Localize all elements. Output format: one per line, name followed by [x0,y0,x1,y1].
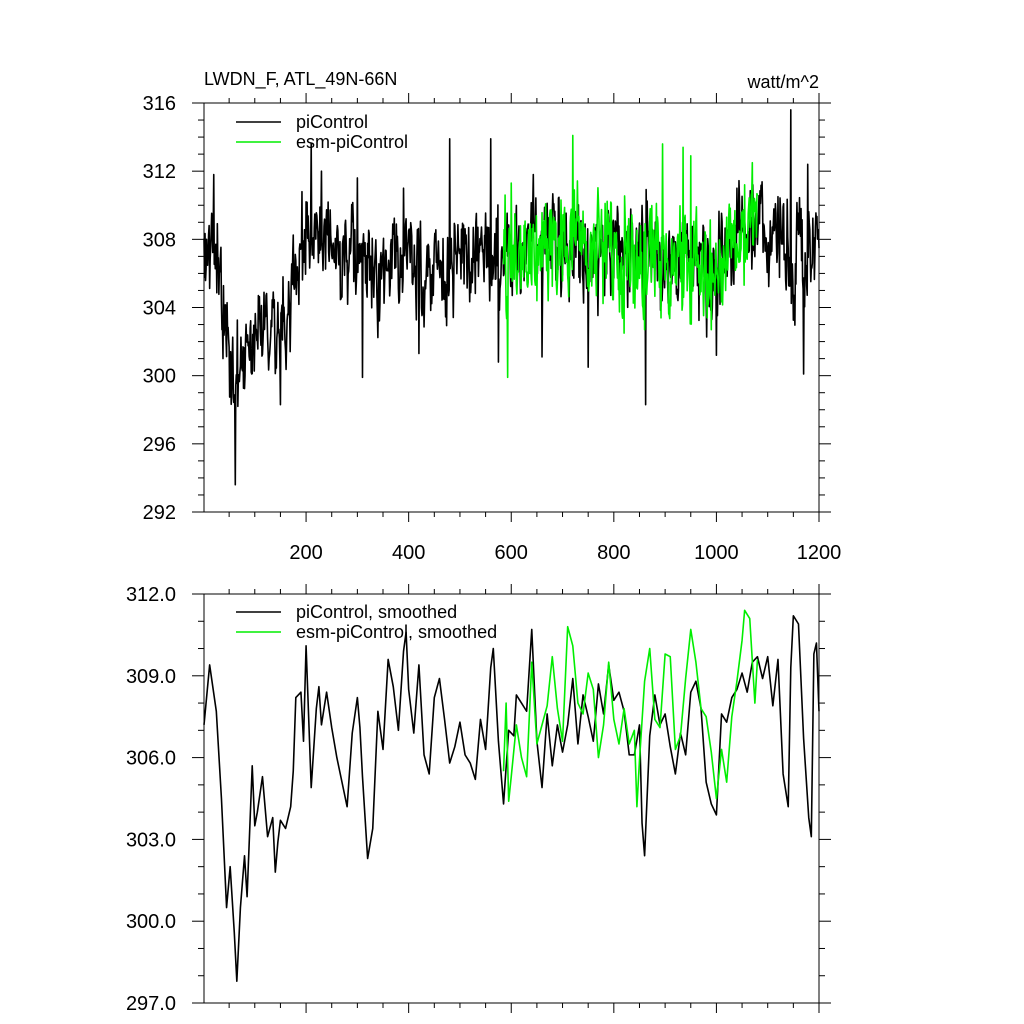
bottom-panel-axes [192,584,831,1013]
series-line-esm-picontrol-smoothed [502,609,759,808]
y-tick-label: 304 [143,298,176,320]
y-tick-label: 300.0 [126,911,176,933]
legend-entry-label: esm-piControl, smoothed [296,622,497,642]
y-tick-label: 308 [143,229,176,251]
legend-entry-label: esm-piControl [296,132,408,152]
y-tick-label: 300 [143,366,176,388]
x-tick-label: 600 [495,542,528,564]
bottom-panel-plot-area [203,609,820,982]
legend-entry-label: piControl, smoothed [296,602,457,622]
y-tick-label: 303.0 [126,829,176,851]
x-tick-label: 1000 [694,542,739,564]
y-tick-label: 312 [143,161,176,183]
y-tick-label: 297.0 [126,993,176,1015]
series-line-esm-picontrol [502,134,759,379]
top-panel-title: LWDN_F, ATL_49N-66N [204,69,397,90]
y-tick-label: 292 [143,502,176,524]
y-tick-label: 296 [143,434,176,456]
y-tick-label: 306.0 [126,748,176,770]
top-panel-units: watt/m^2 [747,72,819,92]
y-tick-label: 312.0 [126,584,176,606]
x-tick-label: 1200 [797,542,842,564]
bottom-panel: 297.0 300.0 303.0 306.0 309.0 312.0 piControl… [126,584,831,1015]
series-line-picontrol-smoothed [203,615,820,982]
y-tick-label: 316 [143,93,176,115]
legend-entry-label: piControl [296,112,368,132]
top-panel-tick-labels: 292 296 300 304 308 312 316 200 400 600 800 1000 120… [143,93,842,564]
top-panel: LWDN_F, ATL_49N-66N watt/m^2 292 296 300 30… [143,69,842,564]
bottom-panel-tick-labels: 297.0 300.0 303.0 306.0 309.0 312.0 [126,584,176,1015]
x-tick-label: 400 [392,542,425,564]
y-tick-label: 309.0 [126,666,176,688]
top-panel-plot-area [203,109,820,486]
x-tick-label: 800 [597,542,630,564]
x-tick-label: 200 [289,542,322,564]
top-panel-axes [192,93,831,522]
